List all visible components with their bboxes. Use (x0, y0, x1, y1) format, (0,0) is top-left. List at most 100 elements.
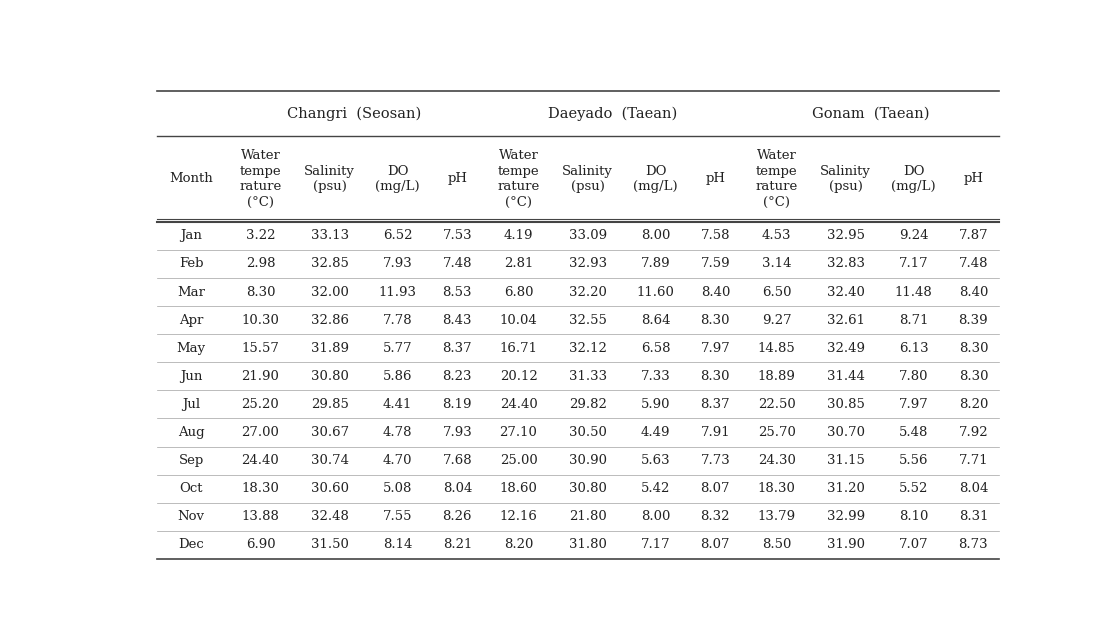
Text: Water
tempe
rature
(°C): Water tempe rature (°C) (497, 149, 540, 208)
Text: 5.63: 5.63 (641, 454, 671, 467)
Text: 7.97: 7.97 (700, 342, 730, 355)
Text: Salinity
(psu): Salinity (psu) (562, 164, 613, 193)
Text: 30.80: 30.80 (310, 370, 348, 383)
Text: 6.90: 6.90 (245, 538, 276, 551)
Text: 2.81: 2.81 (504, 258, 533, 270)
Text: 8.64: 8.64 (641, 314, 670, 327)
Text: 7.78: 7.78 (383, 314, 412, 327)
Text: Feb: Feb (179, 258, 204, 270)
Text: 32.83: 32.83 (827, 258, 865, 270)
Text: 31.80: 31.80 (569, 538, 607, 551)
Text: Jun: Jun (180, 370, 203, 383)
Text: 8.00: 8.00 (641, 510, 670, 523)
Text: 8.40: 8.40 (701, 286, 730, 298)
Text: 30.70: 30.70 (827, 426, 865, 439)
Text: 7.97: 7.97 (898, 398, 928, 411)
Text: 20.12: 20.12 (500, 370, 538, 383)
Text: 8.30: 8.30 (245, 286, 276, 298)
Text: 7.58: 7.58 (701, 229, 730, 242)
Text: 13.79: 13.79 (757, 510, 795, 523)
Text: 8.04: 8.04 (959, 482, 988, 495)
Text: Changri  (Seosan): Changri (Seosan) (287, 106, 421, 121)
Text: 6.52: 6.52 (383, 229, 412, 242)
Text: DO
(mg/L): DO (mg/L) (375, 164, 420, 193)
Text: 5.42: 5.42 (641, 482, 670, 495)
Text: 7.17: 7.17 (899, 258, 928, 270)
Text: 29.82: 29.82 (569, 398, 607, 411)
Text: 8.30: 8.30 (959, 342, 988, 355)
Text: 6.13: 6.13 (899, 342, 928, 355)
Text: 11.60: 11.60 (636, 286, 674, 298)
Text: 8.31: 8.31 (959, 510, 988, 523)
Text: 32.12: 32.12 (569, 342, 607, 355)
Text: 14.85: 14.85 (758, 342, 795, 355)
Text: 8.43: 8.43 (442, 314, 472, 327)
Text: 21.90: 21.90 (242, 370, 279, 383)
Text: 30.85: 30.85 (827, 398, 865, 411)
Text: 8.20: 8.20 (959, 398, 988, 411)
Text: 30.80: 30.80 (569, 482, 607, 495)
Text: 6.80: 6.80 (504, 286, 533, 298)
Text: pH: pH (447, 173, 467, 185)
Text: 5.48: 5.48 (899, 426, 928, 439)
Text: 4.41: 4.41 (383, 398, 412, 411)
Text: 7.59: 7.59 (700, 258, 730, 270)
Text: DO
(mg/L): DO (mg/L) (892, 164, 936, 193)
Text: 7.93: 7.93 (442, 426, 473, 439)
Text: Mar: Mar (177, 286, 205, 298)
Text: 31.20: 31.20 (827, 482, 865, 495)
Text: 9.27: 9.27 (762, 314, 792, 327)
Text: 5.86: 5.86 (383, 370, 412, 383)
Text: 30.50: 30.50 (569, 426, 607, 439)
Text: 8.14: 8.14 (383, 538, 412, 551)
Text: 31.44: 31.44 (827, 370, 865, 383)
Text: 32.93: 32.93 (569, 258, 607, 270)
Text: 7.92: 7.92 (959, 426, 988, 439)
Text: 32.40: 32.40 (827, 286, 865, 298)
Text: 25.20: 25.20 (242, 398, 279, 411)
Text: 24.40: 24.40 (242, 454, 279, 467)
Text: 11.93: 11.93 (379, 286, 417, 298)
Text: 8.07: 8.07 (701, 482, 730, 495)
Text: 9.24: 9.24 (899, 229, 928, 242)
Text: 8.00: 8.00 (641, 229, 670, 242)
Text: 4.78: 4.78 (383, 426, 412, 439)
Text: 8.26: 8.26 (442, 510, 472, 523)
Text: 7.73: 7.73 (700, 454, 730, 467)
Text: DO
(mg/L): DO (mg/L) (633, 164, 678, 193)
Text: Dec: Dec (178, 538, 204, 551)
Text: 7.48: 7.48 (442, 258, 472, 270)
Text: 10.04: 10.04 (500, 314, 538, 327)
Text: 29.85: 29.85 (310, 398, 348, 411)
Text: 7.53: 7.53 (442, 229, 473, 242)
Text: 30.60: 30.60 (310, 482, 348, 495)
Text: 13.88: 13.88 (242, 510, 279, 523)
Text: 27.10: 27.10 (500, 426, 538, 439)
Text: 18.30: 18.30 (242, 482, 279, 495)
Text: 8.30: 8.30 (701, 370, 730, 383)
Text: 32.55: 32.55 (569, 314, 607, 327)
Text: 8.40: 8.40 (959, 286, 988, 298)
Text: 31.15: 31.15 (827, 454, 865, 467)
Text: Month: Month (169, 173, 213, 185)
Text: 5.77: 5.77 (383, 342, 412, 355)
Text: 25.00: 25.00 (500, 454, 538, 467)
Text: 3.22: 3.22 (245, 229, 276, 242)
Text: 7.07: 7.07 (899, 538, 928, 551)
Text: 33.09: 33.09 (569, 229, 607, 242)
Text: 8.71: 8.71 (899, 314, 928, 327)
Text: 18.60: 18.60 (500, 482, 538, 495)
Text: 7.71: 7.71 (959, 454, 988, 467)
Text: 5.56: 5.56 (899, 454, 928, 467)
Text: 31.90: 31.90 (827, 538, 865, 551)
Text: 4.53: 4.53 (762, 229, 792, 242)
Text: 11.48: 11.48 (895, 286, 933, 298)
Text: Apr: Apr (179, 314, 204, 327)
Text: 5.08: 5.08 (383, 482, 412, 495)
Text: 18.89: 18.89 (757, 370, 795, 383)
Text: 24.30: 24.30 (757, 454, 795, 467)
Text: 8.04: 8.04 (442, 482, 472, 495)
Text: 7.55: 7.55 (383, 510, 412, 523)
Text: 8.20: 8.20 (504, 538, 533, 551)
Text: 7.89: 7.89 (641, 258, 671, 270)
